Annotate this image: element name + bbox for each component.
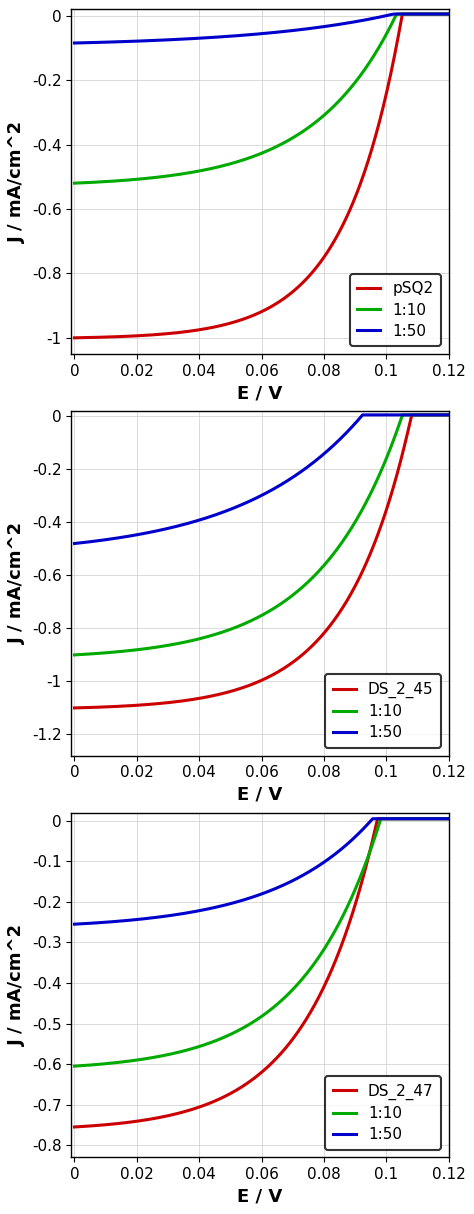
- 1:50: [299, 22, 304, 36]
- Legend: DS_2_45, 1:10, 1:50: DS_2_45, 1:10, 1:50: [325, 674, 441, 748]
- 1:50: [394, 7, 400, 22]
- 1:10: [95, 646, 100, 660]
- 1:50: [356, 413, 361, 427]
- pSQ2: [289, 285, 295, 300]
- DS_2_45: [446, 408, 452, 422]
- DS_2_45: [394, 467, 400, 482]
- pSQ2: [446, 7, 452, 22]
- 1:10: [310, 117, 316, 131]
- 1:10: [289, 131, 295, 146]
- 1:50: [289, 471, 295, 486]
- 1:50: [299, 869, 304, 884]
- pSQ2: [310, 265, 316, 279]
- 1:10: [446, 7, 452, 22]
- 1:50: [72, 537, 77, 551]
- DS_2_47: [310, 1000, 316, 1015]
- 1:10: [72, 1059, 77, 1073]
- Line: DS_2_47: DS_2_47: [74, 818, 449, 1127]
- X-axis label: E / V: E / V: [237, 384, 283, 402]
- DS_2_45: [356, 573, 361, 588]
- Line: 1:50: 1:50: [74, 415, 449, 544]
- 1:50: [95, 915, 100, 930]
- Y-axis label: J / mA/cm^2: J / mA/cm^2: [9, 522, 27, 645]
- 1:50: [446, 7, 452, 22]
- DS_2_45: [95, 700, 100, 715]
- 1:10: [310, 569, 316, 584]
- Line: 1:50: 1:50: [74, 818, 449, 924]
- 1:10: [378, 811, 384, 826]
- 1:50: [446, 408, 452, 422]
- Legend: DS_2_47, 1:10, 1:50: DS_2_47, 1:10, 1:50: [325, 1076, 441, 1150]
- X-axis label: E / V: E / V: [237, 785, 283, 804]
- 1:50: [72, 35, 77, 50]
- 1:10: [289, 983, 295, 998]
- Line: 1:10: 1:10: [74, 15, 449, 183]
- 1:50: [391, 7, 397, 22]
- DS_2_47: [356, 886, 361, 901]
- 1:10: [299, 580, 304, 595]
- 1:50: [95, 35, 100, 50]
- 1:50: [289, 23, 295, 38]
- DS_2_45: [72, 700, 77, 715]
- 1:10: [356, 874, 361, 889]
- DS_2_47: [446, 811, 452, 826]
- DS_2_47: [72, 1119, 77, 1134]
- 1:50: [446, 811, 452, 826]
- 1:10: [356, 70, 361, 85]
- Line: 1:10: 1:10: [74, 415, 449, 654]
- 1:10: [446, 408, 452, 422]
- DS_2_45: [289, 656, 295, 670]
- 1:50: [310, 862, 316, 877]
- DS_2_45: [299, 648, 304, 663]
- pSQ2: [394, 36, 400, 51]
- X-axis label: E / V: E / V: [237, 1187, 283, 1206]
- 1:10: [394, 424, 400, 438]
- DS_2_47: [375, 811, 381, 826]
- pSQ2: [95, 330, 100, 345]
- DS_2_47: [394, 811, 400, 826]
- 1:10: [299, 972, 304, 987]
- 1:10: [394, 811, 400, 826]
- DS_2_47: [289, 1033, 295, 1048]
- 1:10: [446, 811, 452, 826]
- Line: DS_2_45: DS_2_45: [74, 415, 449, 708]
- 1:50: [356, 827, 361, 841]
- pSQ2: [356, 182, 361, 197]
- Y-axis label: J / mA/cm^2: J / mA/cm^2: [9, 924, 27, 1046]
- Line: pSQ2: pSQ2: [74, 15, 449, 337]
- 1:50: [394, 408, 400, 422]
- 1:10: [289, 589, 295, 603]
- 1:50: [310, 21, 316, 35]
- Line: 1:10: 1:10: [74, 818, 449, 1066]
- DS_2_47: [95, 1118, 100, 1133]
- 1:10: [72, 176, 77, 191]
- 1:50: [299, 464, 304, 478]
- pSQ2: [400, 7, 405, 22]
- DS_2_45: [310, 637, 316, 652]
- 1:50: [394, 811, 400, 826]
- 1:10: [394, 7, 400, 22]
- 1:50: [356, 13, 361, 28]
- 1:10: [72, 647, 77, 662]
- 1:10: [299, 125, 304, 140]
- 1:10: [394, 7, 400, 22]
- 1:50: [310, 455, 316, 470]
- 1:50: [95, 533, 100, 548]
- Legend: pSQ2, 1:10, 1:50: pSQ2, 1:10, 1:50: [350, 274, 441, 346]
- 1:10: [400, 408, 406, 422]
- 1:50: [289, 874, 295, 889]
- 1:10: [95, 1057, 100, 1072]
- DS_2_45: [409, 408, 415, 422]
- pSQ2: [72, 330, 77, 345]
- 1:50: [72, 917, 77, 931]
- 1:10: [310, 958, 316, 972]
- pSQ2: [299, 277, 304, 291]
- Line: 1:50: 1:50: [74, 15, 449, 42]
- Y-axis label: J / mA/cm^2: J / mA/cm^2: [9, 120, 27, 243]
- 1:10: [95, 175, 100, 189]
- DS_2_47: [299, 1019, 304, 1033]
- 1:50: [360, 408, 365, 422]
- 1:10: [356, 509, 361, 523]
- 1:50: [370, 811, 376, 826]
